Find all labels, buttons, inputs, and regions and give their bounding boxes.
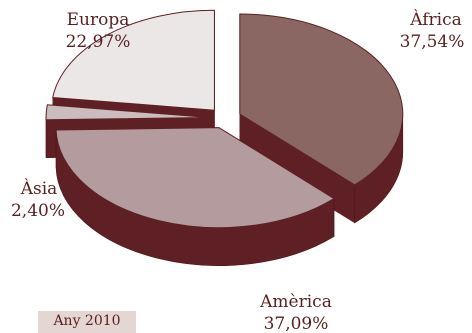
label-africa-value: 37,54% xyxy=(400,32,465,52)
year-badge-text: Any 2010 xyxy=(53,313,121,329)
label-america-value: 37,09% xyxy=(264,314,329,333)
label-europa: Europa 22,97% xyxy=(66,10,131,52)
year-badge xyxy=(38,311,136,333)
label-america-name: Amèrica xyxy=(259,292,332,312)
label-africa-name: Àfrica xyxy=(409,9,462,30)
label-america: Amèrica 37,09% xyxy=(259,292,332,333)
label-europa-value: 22,97% xyxy=(66,32,131,52)
label-asia-value: 2,40% xyxy=(11,201,65,221)
slice-top xyxy=(239,13,404,186)
label-asia: Àsia 2,40% xyxy=(11,178,65,221)
slice-top xyxy=(55,127,335,229)
label-asia-name: Àsia xyxy=(20,178,58,199)
slice-amèrica xyxy=(55,127,335,266)
slice-top xyxy=(45,104,210,121)
label-europa-name: Europa xyxy=(67,10,130,30)
slice-top xyxy=(52,9,215,111)
pie-slices xyxy=(45,9,404,266)
label-africa: Àfrica 37,54% xyxy=(400,9,465,52)
